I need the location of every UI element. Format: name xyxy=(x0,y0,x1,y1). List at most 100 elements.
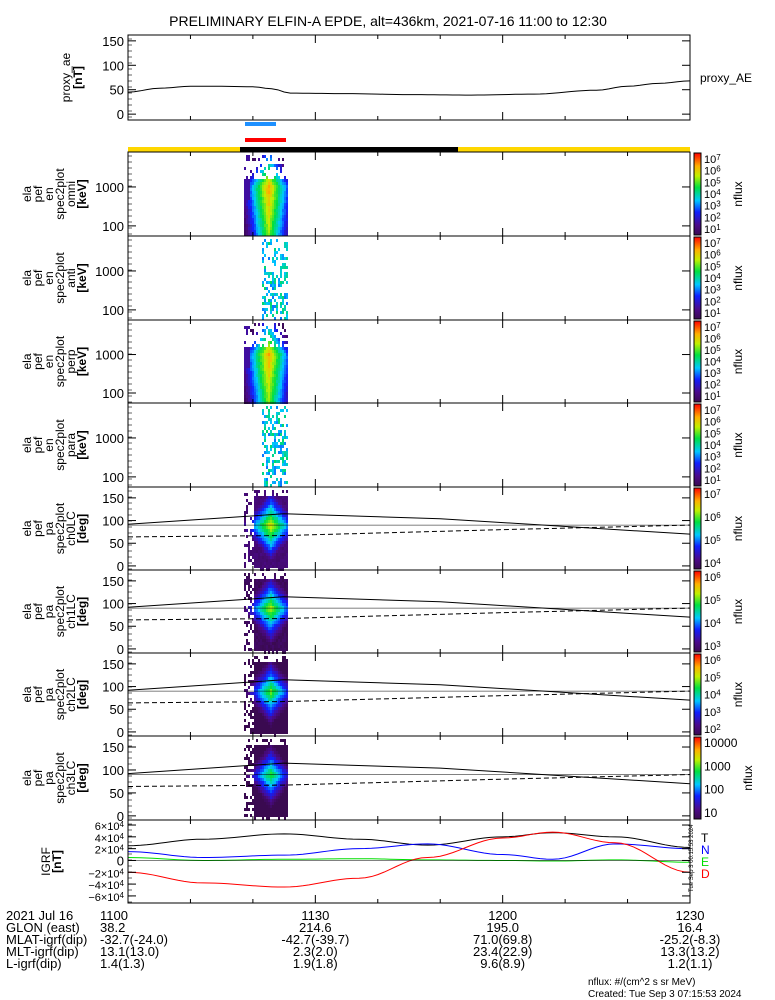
y-axis-label: spec2plot xyxy=(53,585,67,637)
heatmap-cell xyxy=(276,529,278,532)
heatmap-cell xyxy=(274,716,276,719)
heatmap-cell xyxy=(270,781,272,784)
heatmap-cell xyxy=(266,368,268,371)
heatmap-cell xyxy=(254,784,256,787)
heatmap-cell xyxy=(284,748,286,751)
colorbar-tick-label: 10 xyxy=(704,806,718,820)
heatmap-cell xyxy=(264,239,266,242)
heatmap-cell xyxy=(282,722,284,725)
heatmap-cell xyxy=(276,701,278,704)
heatmap-cell xyxy=(266,511,268,514)
heatmap-cell xyxy=(270,535,272,538)
heatmap-cell xyxy=(282,520,284,523)
heatmap-cell xyxy=(270,188,272,191)
heatmap-cell xyxy=(266,633,268,636)
heatmap-cell xyxy=(274,469,276,472)
heatmap-cell xyxy=(282,591,284,594)
heatmap-cell xyxy=(286,636,288,639)
heatmap-cell xyxy=(258,356,260,359)
heatmap-cell xyxy=(280,683,282,686)
heatmap-cell xyxy=(244,194,246,197)
heatmap-cell xyxy=(282,668,284,671)
heatmap-cell xyxy=(258,713,260,716)
heatmap-cell xyxy=(272,689,274,692)
xaxis-value: 1230 xyxy=(676,908,705,923)
heatmap-cell xyxy=(248,775,250,778)
heatmap-cell xyxy=(248,808,250,811)
heatmap-cell xyxy=(270,371,272,374)
heatmap-cell xyxy=(282,347,284,350)
heatmap-cell xyxy=(280,615,282,618)
heatmap-cell xyxy=(266,760,268,763)
heatmap-cell xyxy=(260,224,262,227)
heatmap-cell xyxy=(266,281,268,284)
heatmap-cell xyxy=(262,769,264,772)
heatmap-cell xyxy=(266,624,268,627)
heatmap-cell xyxy=(270,639,272,642)
heatmap-cell xyxy=(256,212,258,215)
heatmap-cell xyxy=(264,167,266,170)
heatmap-cell xyxy=(286,627,288,630)
heatmap-cell xyxy=(264,665,266,668)
heatmap-cell xyxy=(262,302,264,305)
heatmap-cell xyxy=(282,424,284,427)
heatmap-cell xyxy=(284,701,286,704)
heatmap-cell xyxy=(278,763,280,766)
heatmap-cell xyxy=(278,532,280,535)
heatmap-cell xyxy=(252,562,254,565)
heatmap-cell xyxy=(268,185,270,188)
heatmap-cell xyxy=(266,517,268,520)
heatmap-cell xyxy=(266,811,268,814)
heatmap-cell xyxy=(252,716,254,719)
y-tick-label: −4×104 xyxy=(88,879,124,892)
heatmap-cell xyxy=(256,389,258,392)
y-tick-label: 0 xyxy=(117,853,124,868)
heatmap-cell xyxy=(264,254,266,257)
heatmap-cell xyxy=(260,754,262,757)
heatmap-cell xyxy=(286,781,288,784)
heatmap-cell xyxy=(264,380,266,383)
heatmap-cell xyxy=(256,689,258,692)
heatmap-cell xyxy=(272,683,274,686)
heatmap-cell xyxy=(254,559,256,562)
heatmap-cell xyxy=(274,757,276,760)
heatmap-cell xyxy=(284,406,286,409)
heatmap-cell xyxy=(280,739,282,742)
heatmap-cell xyxy=(262,547,264,550)
heatmap-cell xyxy=(246,188,248,191)
heatmap-cell xyxy=(282,463,284,466)
heatmap-cell xyxy=(256,526,258,529)
heatmap-cell xyxy=(268,805,270,808)
panel-spec-perp: 107106105104103102101nflux1000100elapefe… xyxy=(20,319,745,404)
heatmap-cell xyxy=(246,377,248,380)
heatmap-cell xyxy=(262,412,264,415)
heatmap-cell xyxy=(280,532,282,535)
heatmap-cell xyxy=(270,772,272,775)
heatmap-cell xyxy=(266,781,268,784)
heatmap-cell xyxy=(258,344,260,347)
heatmap-cell xyxy=(284,769,286,772)
heatmap-cell xyxy=(278,559,280,562)
heatmap-cell xyxy=(264,538,266,541)
heatmap-cell xyxy=(286,463,288,466)
heatmap-cell xyxy=(274,439,276,442)
heatmap-cell xyxy=(262,209,264,212)
y-axis-label: spec2plot xyxy=(53,335,67,387)
heatmap-cell xyxy=(284,665,286,668)
heatmap-cell xyxy=(244,793,246,796)
heatmap-cell xyxy=(244,529,246,532)
heatmap-cell xyxy=(270,588,272,591)
heatmap-cell xyxy=(266,398,268,401)
y-axis-label: [deg] xyxy=(75,597,89,626)
heatmap-cell xyxy=(284,392,286,395)
heatmap-cell xyxy=(272,609,274,612)
series-line-D xyxy=(127,831,691,888)
heatmap-cell xyxy=(264,427,266,430)
heatmap-cell xyxy=(270,448,272,451)
heatmap-cell xyxy=(250,395,252,398)
heatmap-cell xyxy=(250,170,252,173)
heatmap-cell xyxy=(252,395,254,398)
heatmap-cell xyxy=(266,380,268,383)
heatmap-cell xyxy=(276,338,278,341)
heatmap-cell xyxy=(284,781,286,784)
